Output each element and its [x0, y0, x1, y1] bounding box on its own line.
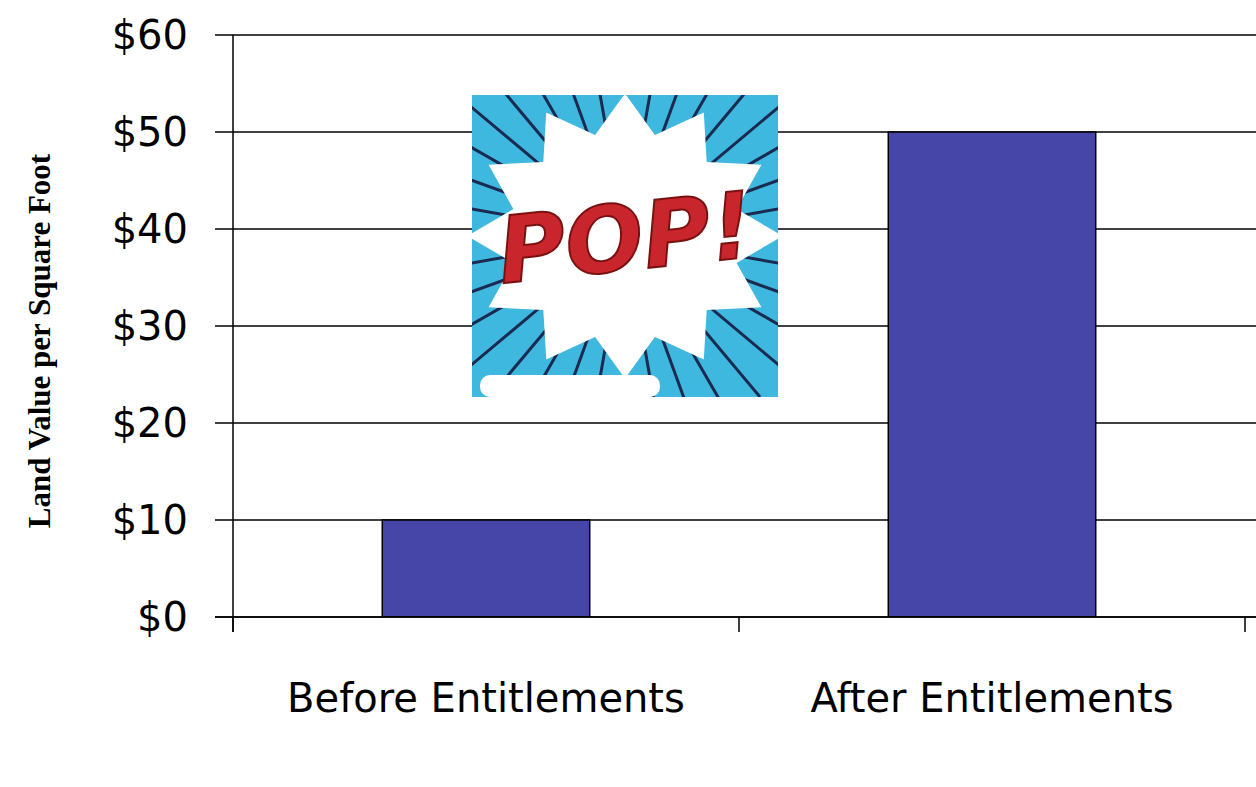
- y-tick-label: $10: [112, 497, 188, 543]
- y-tick: [215, 34, 233, 36]
- x-tick-label-line: After Entitlements: [810, 675, 1173, 721]
- y-tick-label: $50: [112, 109, 188, 155]
- y-tick: [215, 422, 233, 424]
- x-axis: [215, 616, 1256, 618]
- chart: $0 $10 $20 $30 $40 $50 $60 Before Entitlements A…: [0, 0, 1256, 787]
- y-axis: [232, 35, 234, 632]
- y-tick-label: $30: [112, 303, 188, 349]
- y-tick-label: $20: [112, 400, 188, 446]
- y-tick: [215, 325, 233, 327]
- y-tick-label: $40: [112, 206, 188, 252]
- y-tick: [215, 131, 233, 133]
- category-tick: [232, 617, 234, 632]
- bar: [888, 132, 1095, 617]
- y-tick-label: $0: [137, 594, 188, 640]
- grid-line: [233, 34, 1256, 36]
- y-tick: [215, 519, 233, 521]
- x-tick-label: After Entitlements: [810, 675, 1173, 721]
- x-tick-label: Before Entitlements: [287, 675, 685, 721]
- annotation: POP!: [493, 172, 758, 305]
- grid-line: [233, 422, 1256, 424]
- annotation-graphic: [415, 26, 835, 446]
- bar: [382, 520, 589, 617]
- pop-caption-patch: [480, 375, 660, 397]
- category-tick: [738, 617, 740, 632]
- y-axis-title: Land Value per Square Foot: [22, 153, 57, 528]
- y-tick-label: $60: [112, 12, 188, 58]
- y-tick: [215, 228, 233, 230]
- category-tick: [1244, 617, 1246, 632]
- x-tick-label-line: Before Entitlements: [287, 675, 685, 721]
- pop-burst: [472, 95, 778, 379]
